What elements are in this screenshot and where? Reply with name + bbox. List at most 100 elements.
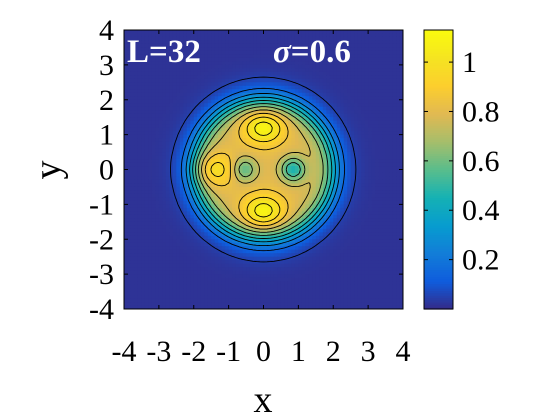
heatmap-cell <box>382 228 387 233</box>
heatmap-cell <box>183 207 188 212</box>
heatmap-cell <box>197 124 202 129</box>
heatmap-cell <box>141 232 146 237</box>
heatmap-cell <box>263 148 268 153</box>
heatmap-cell <box>193 232 198 237</box>
heatmap-cell <box>186 179 191 185</box>
heatmap-cell <box>172 190 177 195</box>
heatmap-cell <box>263 61 268 66</box>
heatmap-cell <box>357 117 362 122</box>
heatmap-cell <box>242 124 247 129</box>
heatmap-cell <box>389 183 394 188</box>
heatmap-cell <box>378 214 383 219</box>
heatmap-cell <box>396 242 401 247</box>
heatmap-cell <box>305 127 310 132</box>
heatmap-cell <box>287 159 292 164</box>
heatmap-cell <box>239 33 244 38</box>
heatmap-cell <box>368 120 373 125</box>
heatmap-cell <box>151 204 156 209</box>
heatmap-cell <box>312 106 317 111</box>
heatmap-cell <box>326 207 331 212</box>
heatmap-cell <box>124 89 129 94</box>
heatmap-cell <box>270 176 275 181</box>
heatmap-cell <box>190 145 195 150</box>
heatmap-cell <box>260 92 265 97</box>
heatmap-cell <box>207 166 212 171</box>
heatmap-cell <box>277 57 282 62</box>
heatmap-cell <box>347 103 352 108</box>
heatmap-cell <box>186 131 191 136</box>
heatmap-cell <box>389 197 394 202</box>
heatmap-cell <box>273 36 279 42</box>
heatmap-cell <box>270 152 275 157</box>
heatmap-cell <box>291 138 296 143</box>
heatmap-cell <box>354 200 359 205</box>
heatmap-cell <box>186 235 191 240</box>
heatmap-cell <box>329 214 334 219</box>
heatmap-cell <box>186 155 191 160</box>
heatmap-cell <box>218 57 223 62</box>
heatmap-cell <box>343 43 348 49</box>
heatmap-cell <box>287 124 292 129</box>
heatmap-cell <box>211 246 216 251</box>
heatmap-cell <box>382 211 387 216</box>
heatmap-cell <box>277 190 282 195</box>
heatmap-cell <box>396 214 401 219</box>
heatmap-cell <box>319 186 324 192</box>
heatmap-cell <box>165 75 170 80</box>
heatmap-cell <box>294 92 299 97</box>
heatmap-cell <box>336 183 341 188</box>
heatmap-cell <box>396 78 401 83</box>
heatmap-cell <box>228 145 233 150</box>
heatmap-cell <box>246 43 251 49</box>
heatmap-cell <box>218 145 223 150</box>
heatmap-cell <box>347 78 352 83</box>
heatmap-cell <box>141 235 146 240</box>
heatmap-cell <box>186 134 191 139</box>
heatmap-cell <box>130 61 136 66</box>
heatmap-cell <box>228 117 233 122</box>
heatmap-cell <box>308 120 313 125</box>
heatmap-cell <box>197 78 202 83</box>
heatmap-cell <box>354 96 359 101</box>
heatmap-cell <box>347 172 352 178</box>
heatmap-cell <box>273 75 279 80</box>
heatmap-cell <box>124 47 129 52</box>
heatmap-cell <box>399 134 403 139</box>
heatmap-cell <box>249 78 254 83</box>
heatmap-cell <box>266 36 272 42</box>
heatmap-cell <box>382 166 387 171</box>
heatmap-cell <box>172 134 177 139</box>
heatmap-cell <box>211 235 216 240</box>
heatmap-cell <box>218 36 223 42</box>
heatmap-cell <box>162 138 167 143</box>
heatmap-cell <box>204 152 209 157</box>
heatmap-cell <box>158 225 163 230</box>
heatmap-cell <box>179 89 184 94</box>
heatmap-cells <box>124 30 403 309</box>
heatmap-cell <box>141 169 146 174</box>
heatmap-cell <box>242 61 247 66</box>
heatmap-cell <box>127 61 132 66</box>
heatmap-cell <box>225 239 230 244</box>
heatmap-cell <box>256 159 261 164</box>
heatmap-cell <box>134 99 139 104</box>
heatmap-cell <box>172 204 177 209</box>
heatmap-cell <box>287 127 292 132</box>
heatmap-cell <box>260 117 265 122</box>
heatmap-cell <box>312 172 317 178</box>
heatmap-cell <box>287 71 292 76</box>
heatmap-cell <box>165 193 170 198</box>
heatmap-cell <box>287 204 292 209</box>
heatmap-cell <box>124 36 129 42</box>
heatmap-cell <box>249 106 254 111</box>
heatmap-cell <box>246 193 251 198</box>
heatmap-cell <box>249 200 254 205</box>
heatmap-cell <box>329 40 334 45</box>
heatmap-cell <box>172 106 177 111</box>
heatmap-cell <box>378 75 383 80</box>
heatmap-cell <box>193 43 198 49</box>
heatmap-cell <box>253 193 258 198</box>
heatmap-cell <box>225 89 230 94</box>
heatmap-cell <box>200 162 205 167</box>
heatmap-cell <box>155 82 160 87</box>
